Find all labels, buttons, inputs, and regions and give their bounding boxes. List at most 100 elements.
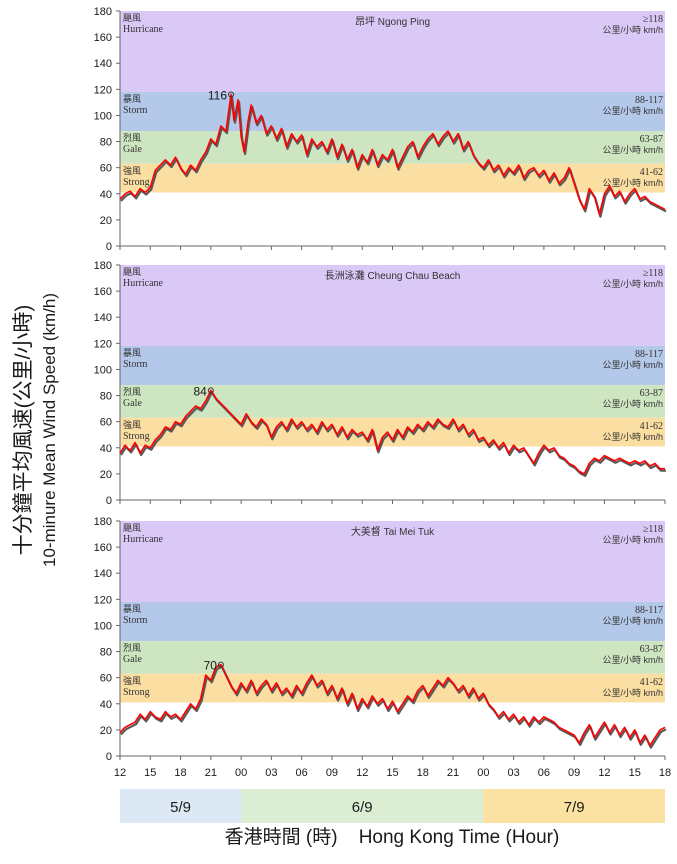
station-title: 大美督 Tai Mei Tuk — [351, 525, 435, 538]
y-tick-label: 120 — [94, 338, 112, 350]
band-unit: 公里/小時 km/h — [602, 655, 663, 665]
x-tick-label: 06 — [296, 767, 308, 779]
band-unit: 公里/小時 km/h — [602, 360, 663, 370]
y-tick-label: 180 — [94, 260, 112, 272]
x-tick-label: 03 — [265, 767, 277, 779]
band-label-zh: 強風 — [123, 675, 141, 686]
band-range: ≥118 — [643, 14, 663, 25]
x-tick-label: 18 — [174, 767, 186, 779]
band-label-zh: 暴風 — [123, 348, 141, 358]
x-tick-label: 15 — [144, 767, 156, 779]
x-tick-label: 21 — [205, 767, 217, 779]
band-hurricane — [120, 11, 665, 92]
y-tick-label: 140 — [94, 58, 112, 70]
band-label-zh: 暴風 — [123, 604, 141, 614]
band-label-zh: 強風 — [123, 419, 141, 430]
y-tick-label: 20 — [100, 469, 112, 481]
x-tick-label: 12 — [356, 767, 368, 779]
peak-label: 84 — [193, 384, 207, 398]
band-label-en: Hurricane — [123, 24, 164, 35]
peak-marker — [217, 661, 224, 668]
y-tick-label: 20 — [100, 725, 112, 737]
x-tick-label: 00 — [477, 767, 489, 779]
band-storm — [120, 91, 665, 132]
y-tick-label: 0 — [106, 241, 112, 253]
peak-label: 70 — [204, 659, 218, 673]
y-tick-label: 60 — [100, 673, 112, 685]
band-range: ≥118 — [643, 268, 663, 279]
x-tick-label: 03 — [507, 767, 519, 779]
y-tick-label: 0 — [106, 751, 112, 763]
band-label-en: Gale — [123, 654, 142, 665]
date-segment — [483, 789, 665, 823]
y-tick-label: 100 — [94, 364, 112, 376]
band-label-zh: 烈風 — [123, 643, 141, 653]
band-range: 41-62 — [640, 167, 663, 178]
band-gale — [120, 641, 665, 674]
y-tick-label: 20 — [100, 215, 112, 227]
band-range: 88-117 — [635, 605, 663, 616]
station-title: 長洲泳灘 Cheung Chau Beach — [325, 269, 461, 282]
band-label-en: Storm — [123, 105, 148, 116]
series-line — [119, 389, 665, 475]
band-unit: 公里/小時 km/h — [602, 616, 663, 626]
y-tick-label: 160 — [94, 32, 112, 44]
y-tick-label: 120 — [94, 594, 112, 606]
band-range: ≥118 — [643, 524, 663, 535]
band-range: 63-87 — [640, 388, 663, 399]
band-strong — [120, 163, 665, 193]
band-gale — [120, 131, 665, 164]
band-label-en: Gale — [123, 398, 142, 409]
x-tick-label: 15 — [386, 767, 398, 779]
y-tick-label: 40 — [100, 699, 112, 711]
band-unit: 公里/小時 km/h — [602, 535, 663, 545]
y-tick-label: 60 — [100, 163, 112, 175]
x-tick-label: 09 — [568, 767, 580, 779]
y-tick-label: 0 — [106, 495, 112, 507]
band-label-en: Hurricane — [123, 278, 164, 289]
band-unit: 公里/小時 km/h — [602, 145, 663, 155]
band-range: 41-62 — [640, 421, 663, 432]
y-axis-label-en: 10-minure Mean Wind Speed (km/h) — [40, 293, 59, 567]
x-tick-label: 06 — [538, 767, 550, 779]
band-label-en: Strong — [123, 177, 150, 188]
band-unit: 公里/小時 km/h — [602, 399, 663, 409]
y-tick-label: 40 — [100, 443, 112, 455]
x-tick-label: 15 — [629, 767, 641, 779]
x-tick-label: 18 — [659, 767, 671, 779]
band-unit: 公里/小時 km/h — [602, 279, 663, 289]
x-axis-label: 香港時間 (時) Hong Kong Time (Hour) — [225, 826, 560, 848]
date-strip: 5/9 6/9 7/9 — [120, 789, 665, 823]
y-tick-label: 100 — [94, 620, 112, 632]
x-tick-label: 09 — [326, 767, 338, 779]
band-storm — [120, 345, 665, 386]
band-unit: 公里/小時 km/h — [602, 178, 663, 188]
y-tick-label: 180 — [94, 516, 112, 528]
peak-marker — [228, 91, 235, 98]
band-unit: 公里/小時 km/h — [602, 106, 663, 116]
band-unit: 公里/小時 km/h — [602, 688, 663, 698]
band-unit: 公里/小時 km/h — [602, 25, 663, 35]
y-tick-label: 80 — [100, 391, 112, 403]
band-range: 41-62 — [640, 677, 663, 688]
band-label-en: Hurricane — [123, 534, 164, 545]
band-range: 63-87 — [640, 134, 663, 145]
band-label-en: Gale — [123, 144, 142, 155]
band-range: 88-117 — [635, 349, 663, 360]
date-label: 7/9 — [564, 799, 585, 816]
band-range: 63-87 — [640, 644, 663, 655]
band-label-zh: 強風 — [123, 165, 141, 176]
band-label-zh: 颶風 — [123, 523, 141, 533]
x-tick-label: 21 — [447, 767, 459, 779]
station-title: 昂坪 Ngong Ping — [355, 15, 430, 28]
band-label-zh: 烈風 — [123, 133, 141, 143]
series-line — [119, 663, 666, 747]
band-label-en: Strong — [123, 431, 150, 442]
y-tick-label: 160 — [94, 286, 112, 298]
date-segment — [120, 789, 242, 823]
date-segment — [241, 789, 484, 823]
